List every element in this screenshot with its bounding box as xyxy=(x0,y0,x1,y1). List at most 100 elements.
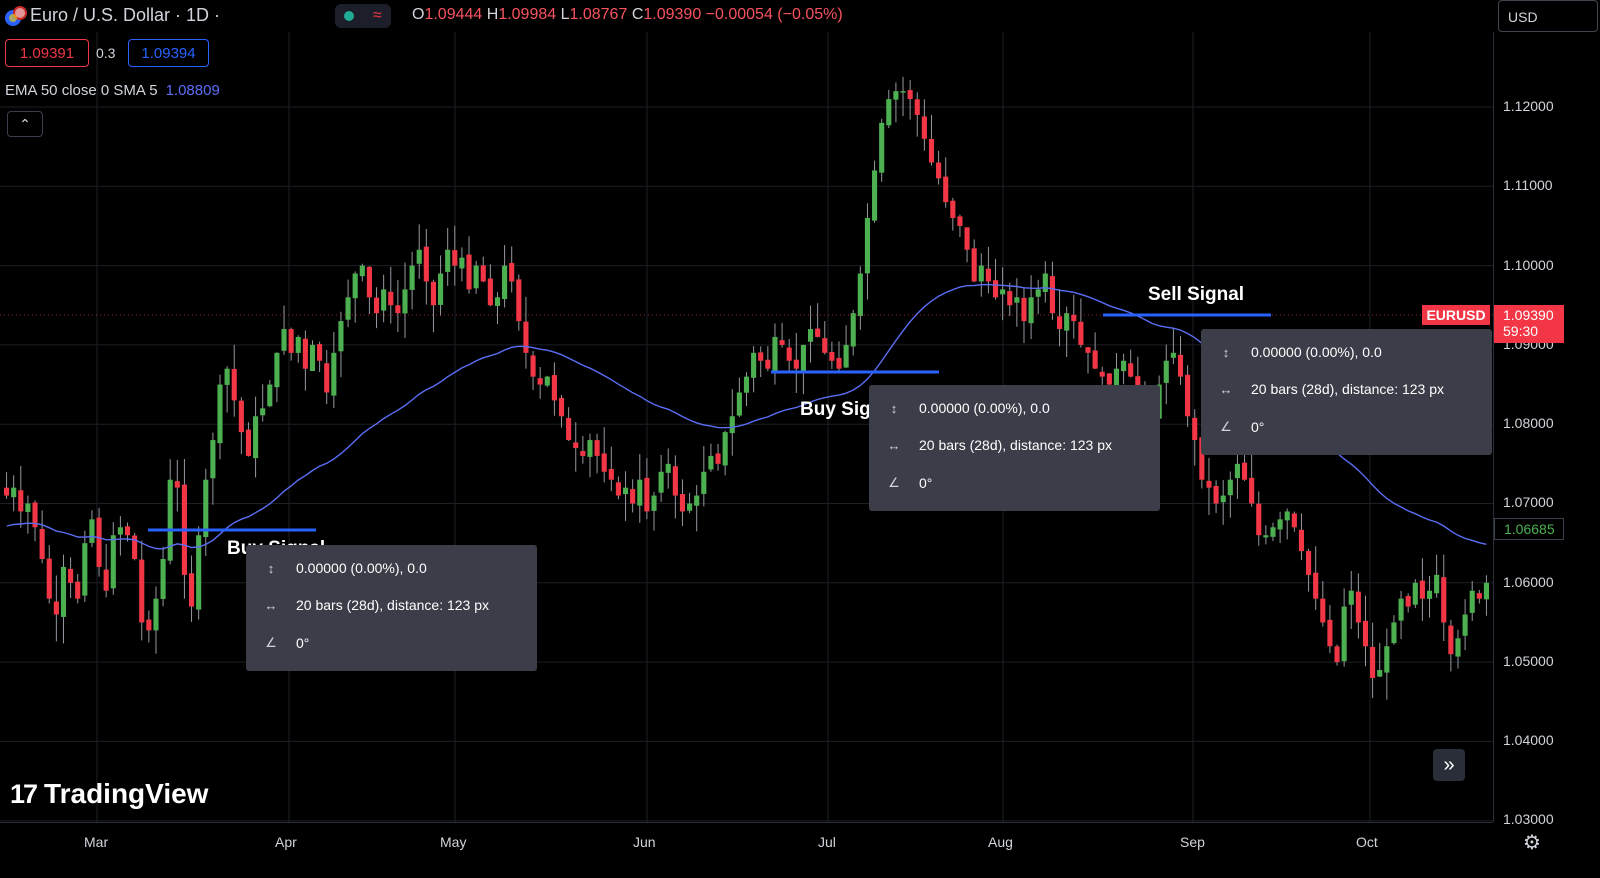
candle-down xyxy=(174,481,180,488)
candle-down xyxy=(39,528,45,560)
gear-icon[interactable]: ⚙ xyxy=(1523,832,1541,854)
candle-down xyxy=(580,450,586,456)
indicator-legend[interactable]: EMA 50 close 0 SMA 5 1.08809 xyxy=(5,82,220,99)
candle-up xyxy=(253,416,259,459)
candle-up xyxy=(416,249,422,264)
buy-button[interactable]: 1.09394 xyxy=(128,39,209,67)
symbol-title[interactable]: Euro / U.S. Dollar · 1D · xyxy=(30,5,221,25)
candle-up xyxy=(1277,519,1283,530)
candle-down xyxy=(1092,350,1098,369)
candle-down xyxy=(1185,374,1191,417)
candle-down xyxy=(971,248,977,282)
candle-down xyxy=(139,559,145,623)
candle-down xyxy=(928,138,935,163)
candle-down xyxy=(1128,363,1134,377)
sell-button[interactable]: 1.09391 xyxy=(5,39,89,67)
candle-up xyxy=(459,257,465,269)
scroll-to-realtime-button[interactable]: » xyxy=(1433,749,1465,781)
low-value: 1.08767 xyxy=(569,6,628,23)
candle-up xyxy=(1035,289,1041,297)
candle-up xyxy=(1483,582,1490,600)
candle-down xyxy=(1199,437,1205,480)
candle-down xyxy=(509,263,515,282)
candle-down xyxy=(921,116,927,139)
candle-down xyxy=(1241,462,1248,480)
candle-up xyxy=(743,376,750,393)
sell-signal-label[interactable]: Sell Signal xyxy=(1148,284,1245,305)
candle-up xyxy=(160,559,166,599)
candle-up xyxy=(622,487,629,495)
candle-up xyxy=(1426,590,1433,599)
candle-down xyxy=(615,482,621,496)
candle-up xyxy=(1014,297,1020,303)
candle-up xyxy=(210,440,216,479)
candle-down xyxy=(1085,347,1091,353)
candle-up xyxy=(736,392,742,416)
high-label: H xyxy=(486,6,499,23)
candle-down xyxy=(537,378,543,385)
candle-down xyxy=(1135,376,1141,393)
candle-down xyxy=(132,535,138,560)
time-axis[interactable] xyxy=(0,822,1493,878)
candle-up xyxy=(872,170,878,221)
candle-down xyxy=(1206,480,1212,488)
price-tick: 1.11000 xyxy=(1503,177,1553,193)
time-tick: Mar xyxy=(84,834,109,850)
candle-down xyxy=(779,340,785,345)
candle-up xyxy=(338,321,344,352)
candle-up xyxy=(1042,273,1048,292)
candle-down xyxy=(302,338,308,369)
candle-down xyxy=(836,357,842,369)
tradingview-logo[interactable]: 17 TradingView xyxy=(10,778,208,810)
time-tick: Aug xyxy=(988,834,1013,850)
ohlc-values: O1.09444 H1.09984 L1.08767 C1.09390 −0.0… xyxy=(412,6,843,24)
candle-up xyxy=(701,471,707,494)
market-status[interactable]: ≈ xyxy=(335,4,391,28)
candle-down xyxy=(558,397,565,417)
candle-up xyxy=(117,527,123,535)
candle-down xyxy=(1448,625,1454,655)
candle-up xyxy=(807,329,814,342)
vertical-range-icon: ↕ xyxy=(267,560,275,576)
candle-up xyxy=(1270,527,1276,537)
close-label: C xyxy=(631,6,644,23)
candle-down xyxy=(395,305,401,314)
price-tick: 1.05000 xyxy=(1503,653,1554,669)
candle-up xyxy=(587,440,593,457)
price-axis[interactable] xyxy=(1493,32,1600,822)
currency-selector[interactable]: USD xyxy=(1498,0,1598,32)
candle-down xyxy=(936,162,942,179)
indicator-value: 1.08809 xyxy=(165,82,220,99)
candle-down xyxy=(53,601,59,615)
data-delay-icon: ≈ xyxy=(372,7,382,24)
candle-down xyxy=(1177,354,1184,377)
collapse-legend-button[interactable]: ⌃ xyxy=(7,111,43,137)
angle-icon: ∠ xyxy=(1220,419,1232,434)
candle-up xyxy=(196,535,202,610)
candle-down xyxy=(1362,620,1369,647)
candle-down xyxy=(943,176,949,203)
candle-up xyxy=(651,495,657,511)
candle-down xyxy=(679,494,686,512)
candle-down xyxy=(1320,598,1326,623)
vertical-range-icon: ↕ xyxy=(1222,344,1230,360)
candle-down xyxy=(388,291,394,306)
chevron-up-icon: ⌃ xyxy=(19,115,31,132)
ema-price-tag: 1.06685 xyxy=(1494,518,1564,540)
candle-up xyxy=(1469,590,1475,613)
candle-down xyxy=(317,344,323,361)
horizontal-range-icon: ↔ xyxy=(264,597,278,613)
candle-down xyxy=(985,268,991,282)
candle-down xyxy=(1370,646,1376,678)
candle-up xyxy=(1284,511,1290,521)
candle-down xyxy=(96,517,102,567)
candle-up xyxy=(345,297,351,320)
time-tick: Apr xyxy=(275,834,297,850)
candle-up xyxy=(1227,479,1233,496)
last-price-tag: 1.09390 59:30 xyxy=(1494,305,1564,343)
bars-range-text: 20 bars (28d), distance: 123 px xyxy=(919,437,1113,453)
candle-up xyxy=(864,218,871,274)
candle-up xyxy=(1384,646,1390,673)
candle-down xyxy=(3,487,10,496)
